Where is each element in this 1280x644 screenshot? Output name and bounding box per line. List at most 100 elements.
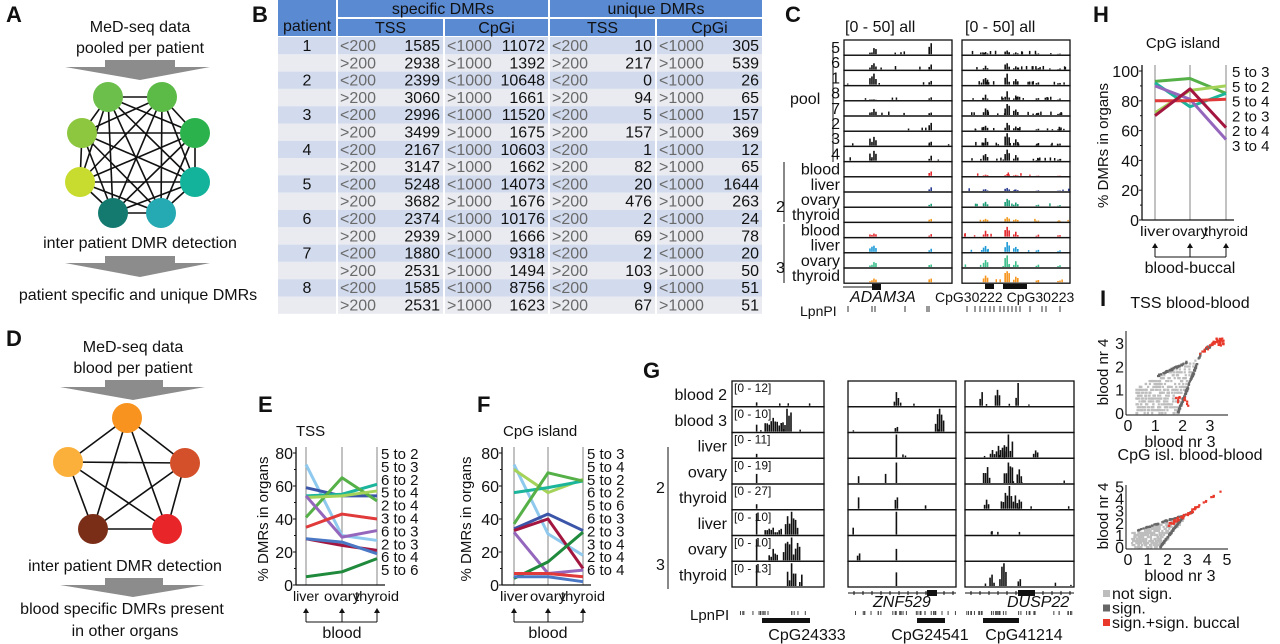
coverage-bar (1017, 111, 1019, 115)
table-row: >200 2939 >1000 1666 >200 69 >1000 78 (278, 227, 762, 245)
count-cell: 103 (625, 263, 652, 280)
coverage-bar (1008, 265, 1010, 267)
count-cell: 2531 (404, 298, 440, 315)
scatter-point (1173, 377, 1176, 380)
coverage-bar (903, 51, 906, 55)
coverage-bar (895, 511, 898, 535)
coverage-bar (1004, 175, 1006, 176)
threshold-cell: <1000 (659, 211, 704, 228)
scatter-point (1163, 374, 1166, 377)
coverage-bar (1037, 68, 1040, 70)
table-cell-bg (657, 227, 762, 245)
coverage-bar (869, 52, 871, 55)
scatter-point (1189, 362, 1192, 365)
scatter-point (1185, 379, 1188, 383)
coverage-bar (1017, 157, 1019, 161)
coverage-bar (922, 82, 925, 85)
arrow-up-icon (545, 608, 551, 613)
scatter-point (1172, 374, 1175, 377)
coverage-bar (1006, 63, 1008, 70)
x-tick-label: liver (293, 589, 320, 604)
count-cell: 65 (741, 90, 759, 107)
scatter-point (1158, 373, 1161, 376)
coverage-bar (794, 519, 797, 535)
y-tick-label: 0 (1115, 406, 1124, 423)
coverage-bar (869, 153, 871, 161)
coverage-bar (1020, 173, 1022, 176)
coverage-bar (991, 450, 994, 458)
table-cell-bg (445, 210, 548, 228)
scatter-point (1173, 388, 1176, 391)
scatter-point (1133, 535, 1137, 539)
table-row: 1 <200 1585 <1000 11072 <200 10 <1000 305 (278, 37, 762, 55)
coverage-bar (1003, 454, 1006, 458)
scatter-point (1188, 368, 1191, 371)
coverage-bar (1004, 258, 1006, 267)
scatter-point (1175, 368, 1178, 371)
threshold-cell: <200 (552, 246, 588, 263)
scatter-point (1221, 340, 1224, 343)
track-box (964, 560, 1075, 588)
coverage-bar (1007, 172, 1010, 176)
track-label: liver (811, 238, 841, 255)
scatter-point (1213, 341, 1216, 344)
scatter-point (1168, 371, 1171, 374)
coverage-bar (996, 158, 998, 161)
series-line (513, 517, 585, 570)
network-edge (160, 96, 163, 214)
table-cell-bg (278, 158, 336, 176)
coverage-bar (1035, 83, 1038, 85)
scatter-point (1165, 523, 1168, 527)
legend-label: 2 to 3 (1232, 108, 1270, 125)
table-cell-bg (445, 88, 548, 107)
header-cell (338, 0, 548, 17)
scatter-point (1156, 527, 1160, 531)
scatter-point (1210, 496, 1213, 499)
scatter-point (1155, 397, 1158, 400)
coverage-bar (982, 203, 985, 207)
coverage-bar (1035, 66, 1037, 70)
scatter-point (1144, 400, 1147, 403)
scatter-point (1145, 539, 1148, 543)
y-axis-label: blood nr 4 (1095, 339, 1112, 406)
coverage-bar (978, 81, 980, 85)
threshold-cell: >200 (340, 125, 376, 142)
coverage-bar (986, 262, 989, 267)
coverage-bar (982, 262, 985, 267)
coverage-bar (1050, 144, 1053, 146)
scatter-point (1153, 523, 1156, 526)
table-cell-bg (338, 54, 443, 72)
arrow-up-icon (303, 608, 309, 613)
scatter-point (1172, 412, 1175, 415)
coverage-bar (869, 112, 871, 115)
legend-label: 5 to 2 (381, 446, 419, 463)
coverage-bar (1013, 264, 1015, 267)
coverage-bar (992, 127, 995, 131)
coverage-bar (1058, 220, 1060, 222)
coverage-bar (1035, 220, 1038, 222)
coverage-bar (856, 555, 859, 561)
legend-label: 5 to 3 (587, 446, 625, 463)
scatter-point (1143, 412, 1146, 415)
coverage-bar (894, 66, 897, 70)
coverage-bar (895, 392, 898, 406)
coverage-bar (970, 249, 973, 252)
track-label: thyroid (679, 567, 727, 584)
scatter-point (1161, 391, 1164, 394)
coverage-bar (1013, 68, 1015, 70)
scatter-point (1219, 341, 1222, 344)
coverage-bar (984, 125, 987, 131)
count-cell: 1494 (509, 263, 545, 280)
scatter-point (1167, 391, 1170, 394)
y-tick-label: 3 (1115, 336, 1124, 353)
coverage-bar (928, 46, 930, 55)
coverage-bar (875, 49, 877, 55)
scatter-point (1157, 406, 1160, 409)
legend-label: 5 to 6 (381, 562, 419, 579)
coverage-bar (1014, 495, 1017, 509)
scatter-point (1160, 403, 1163, 406)
coverage-bar (873, 63, 875, 70)
table-cell-bg (445, 175, 548, 193)
scatter-point (1146, 406, 1149, 409)
